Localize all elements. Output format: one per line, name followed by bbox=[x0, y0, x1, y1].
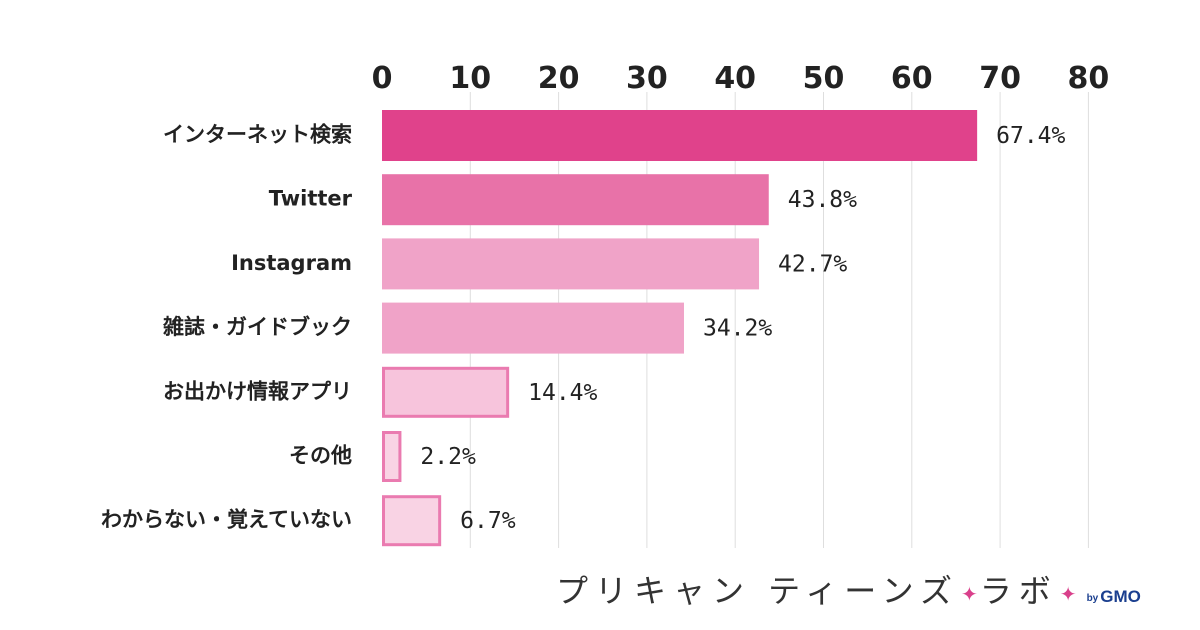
x-tick-label: 10 bbox=[449, 61, 491, 96]
value-labels: 67.4% 43.8% 42.7% 34.2% 14.4% 2.2% 6.7% bbox=[420, 123, 1065, 534]
data-label: 6.7% bbox=[460, 508, 516, 534]
category-label: お出かけ情報アプリ bbox=[163, 379, 352, 403]
data-label: 34.2% bbox=[703, 316, 772, 342]
data-label: 67.4% bbox=[996, 123, 1065, 149]
bar bbox=[382, 431, 402, 482]
sparkle-icon: ✦ bbox=[961, 582, 978, 606]
brand-company: GMO bbox=[1100, 587, 1141, 606]
category-label: Twitter bbox=[269, 187, 353, 211]
bar bbox=[382, 495, 442, 547]
category-label: 雑誌・ガイドブック bbox=[162, 315, 352, 339]
bars bbox=[382, 110, 978, 547]
x-tick-label: 40 bbox=[714, 61, 756, 96]
category-label: Instagram bbox=[231, 251, 352, 275]
bar bbox=[382, 302, 684, 354]
x-tick-label: 80 bbox=[1068, 61, 1110, 96]
sparkle-icon: ✦ bbox=[1059, 582, 1077, 606]
data-label: 14.4% bbox=[528, 380, 597, 406]
brand-lab: ラボ bbox=[979, 572, 1058, 610]
x-tick-label: 30 bbox=[626, 61, 668, 96]
x-tick-label: 60 bbox=[891, 61, 933, 96]
bar bbox=[382, 110, 978, 161]
x-tick-label: 50 bbox=[803, 61, 845, 96]
bar bbox=[382, 366, 510, 418]
brand-by: by bbox=[1086, 593, 1099, 604]
bar bbox=[382, 174, 769, 226]
data-label: 42.7% bbox=[778, 251, 847, 277]
data-label: 2.2% bbox=[420, 444, 476, 470]
data-label: 43.8% bbox=[788, 187, 857, 213]
x-tick-label: 70 bbox=[979, 61, 1021, 96]
x-axis-ticks: 0 10 20 30 40 50 60 70 80 bbox=[372, 61, 1110, 96]
category-label: その他 bbox=[289, 444, 352, 468]
x-tick-label: 0 bbox=[372, 61, 393, 96]
brand-name: プリキャン ティーンズ bbox=[556, 572, 960, 610]
bar-chart: 0 10 20 30 40 50 60 70 80 インターネット検索 Twitter Instag… bbox=[101, 61, 1110, 548]
category-label: わからない・覚えていない bbox=[101, 508, 352, 532]
x-tick-label: 20 bbox=[538, 61, 580, 96]
category-labels: インターネット検索 Twitter Instagram 雑誌・ガイドブックお出かけ情報… bbox=[101, 123, 353, 532]
category-label: インターネット検索 bbox=[163, 123, 352, 147]
bar bbox=[382, 238, 760, 290]
brand-logo: プリキャン ティーンズ ✦ ラボ ✦ by GMO bbox=[556, 566, 1141, 612]
